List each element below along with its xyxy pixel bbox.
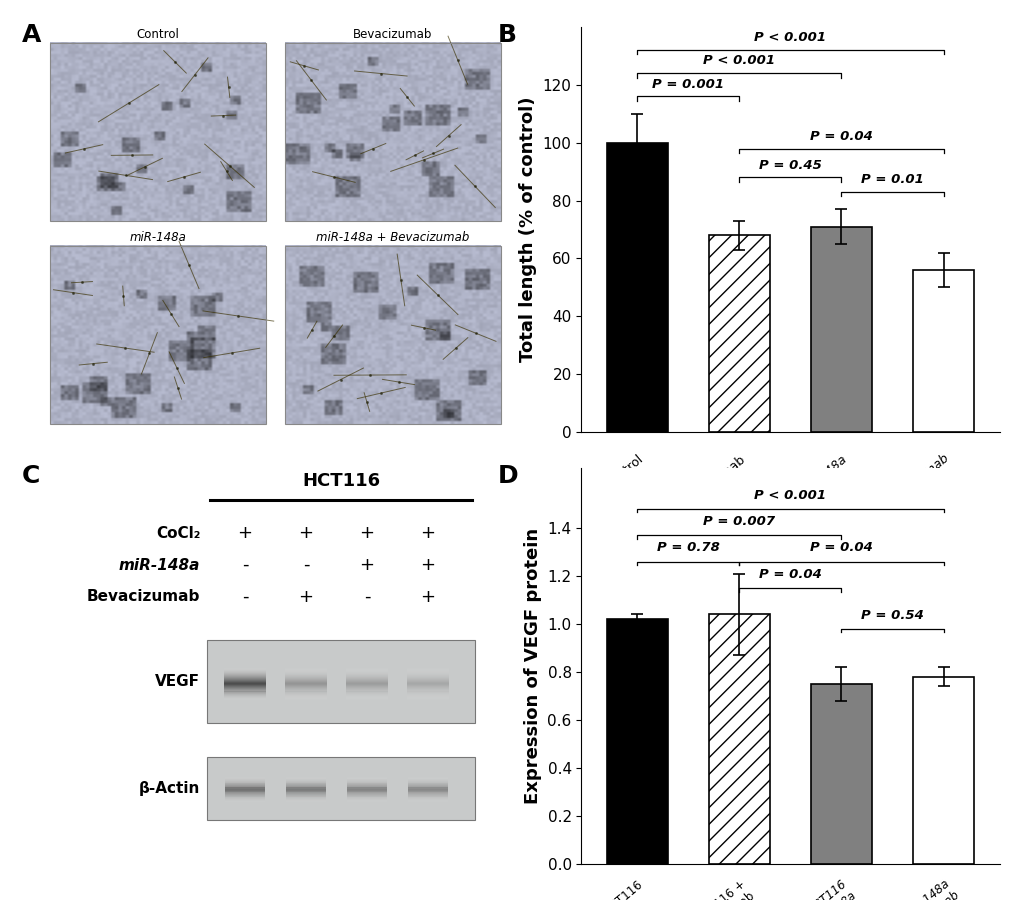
Text: D: D (497, 464, 518, 488)
Text: +: + (359, 556, 374, 574)
Bar (708, 235, 769, 432)
Text: VEGF: VEGF (155, 674, 200, 689)
Text: -: - (303, 556, 309, 574)
Text: β-Actin: β-Actin (139, 781, 200, 797)
Text: Bevacizumab: Bevacizumab (87, 590, 200, 604)
Y-axis label: Expression of VEGF protein: Expression of VEGF protein (524, 528, 541, 804)
Text: +: + (299, 588, 313, 606)
Text: HCT116 +
Bevacizumab: HCT116 + Bevacizumab (678, 878, 757, 900)
Bar (284, 246, 500, 424)
Text: +: + (420, 556, 435, 574)
Text: P = 0.04: P = 0.04 (809, 542, 872, 554)
Text: -: - (242, 556, 248, 574)
Bar (50, 43, 266, 221)
Text: P < 0.001: P < 0.001 (754, 489, 825, 501)
Bar (810, 227, 871, 432)
Text: HCT116 miR-148a
+ Bevacizumab: HCT116 miR-148a + Bevacizumab (860, 878, 961, 900)
Text: HCT116: HCT116 (601, 878, 645, 900)
Text: miR-148a: miR-148a (119, 557, 200, 572)
Text: miR-148a: miR-148a (129, 230, 186, 244)
Bar (207, 640, 475, 724)
Text: -: - (364, 588, 370, 606)
Bar (284, 43, 500, 221)
Text: +: + (359, 525, 374, 543)
Text: +: + (420, 588, 435, 606)
Text: P = 0.01: P = 0.01 (860, 173, 923, 186)
Text: B: B (497, 23, 517, 47)
Text: CoCl₂: CoCl₂ (156, 526, 200, 541)
Bar (912, 677, 973, 864)
Text: miR-148a + Bevacizumab: miR-148a + Bevacizumab (316, 230, 469, 244)
Text: A: A (22, 23, 42, 47)
Text: P = 0.04: P = 0.04 (809, 130, 872, 143)
Text: P = 0.04: P = 0.04 (758, 568, 821, 580)
Text: +: + (237, 525, 252, 543)
Text: +: + (299, 525, 313, 543)
Text: HCT116: HCT116 (302, 472, 380, 490)
Text: -: - (242, 588, 248, 606)
Text: P = 0.45: P = 0.45 (758, 158, 821, 172)
Bar (50, 246, 266, 424)
Text: Control: Control (137, 28, 179, 41)
Text: miR-148a: miR-148a (795, 452, 849, 501)
Text: Bevacizumab: Bevacizumab (675, 452, 747, 517)
Bar (606, 143, 667, 432)
Text: P = 0.001: P = 0.001 (652, 77, 723, 91)
Text: P = 0.54: P = 0.54 (860, 608, 923, 622)
Text: P < 0.001: P < 0.001 (703, 55, 774, 68)
Text: Control: Control (602, 452, 645, 491)
Text: Bevacizumab: Bevacizumab (353, 28, 432, 41)
Text: +: + (420, 525, 435, 543)
Text: P = 0.78: P = 0.78 (656, 542, 719, 554)
Bar (207, 757, 475, 821)
Text: C: C (22, 464, 41, 488)
Bar (810, 684, 871, 864)
Text: HCT116
miR-148a: HCT116 miR-148a (797, 878, 859, 900)
Y-axis label: Total length (% of control): Total length (% of control) (519, 97, 537, 362)
Bar (606, 619, 667, 864)
Text: P < 0.001: P < 0.001 (754, 32, 825, 44)
Text: P = 0.007: P = 0.007 (703, 515, 774, 528)
Bar (912, 270, 973, 432)
Bar (708, 615, 769, 864)
Text: miR-148a + Bevacizumab: miR-148a + Bevacizumab (818, 452, 951, 567)
